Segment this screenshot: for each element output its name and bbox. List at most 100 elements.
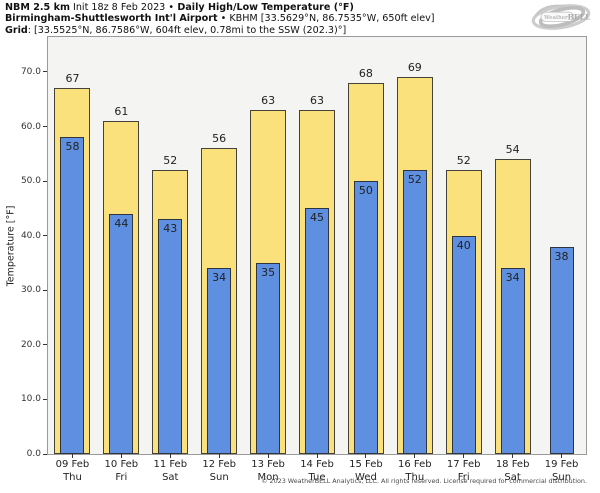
x-tick-mark bbox=[512, 454, 514, 458]
x-label-date: 17 Feb bbox=[446, 459, 481, 470]
logo-swirl-tail bbox=[535, 4, 565, 16]
x-label-day: Wed bbox=[355, 471, 377, 483]
x-label-date: 16 Feb bbox=[398, 459, 432, 470]
x-label-day: Fri bbox=[457, 471, 470, 483]
low-bar bbox=[158, 219, 183, 454]
y-tick-label: 0.0 bbox=[26, 449, 41, 459]
high-value-label: 54 bbox=[505, 143, 520, 157]
copyright-text: © 2023 WeatherBELL Analytics, LLC. All r… bbox=[261, 477, 587, 485]
x-tick-label: 09 Feb Thu bbox=[42, 459, 102, 484]
y-tick-label: 30.0 bbox=[20, 285, 41, 296]
high-value-label: 56 bbox=[212, 132, 227, 146]
x-label-day: Sun bbox=[552, 471, 572, 483]
logo-text-bell: BELL bbox=[568, 12, 592, 21]
y-tick-label: 20.0 bbox=[20, 339, 41, 350]
x-tick-label: 13 Feb Mon bbox=[238, 459, 298, 484]
low-value-label: 58 bbox=[65, 140, 80, 154]
y-tick-label: 50.0 bbox=[20, 176, 41, 187]
y-tick-label: 70.0 bbox=[20, 66, 41, 77]
x-tick-mark bbox=[218, 454, 220, 458]
low-value-label: 34 bbox=[212, 271, 227, 285]
high-value-label: 69 bbox=[407, 61, 422, 75]
low-bar bbox=[549, 246, 574, 454]
header-line-3: Grid: [33.5525°N, 86.7586°W, 604ft elev,… bbox=[5, 25, 435, 36]
grid-details: : [33.5525°N, 86.7586°W, 604ft elev, 0.7… bbox=[27, 24, 347, 36]
logo-text-weather: Weather bbox=[544, 15, 568, 21]
x-label-day: Sat bbox=[504, 471, 521, 483]
x-label-date: 09 Feb bbox=[55, 459, 90, 470]
high-value-label: 61 bbox=[114, 105, 129, 119]
x-label-day: Sun bbox=[209, 471, 229, 483]
low-bar bbox=[305, 208, 329, 454]
x-tick-mark bbox=[561, 454, 563, 458]
x-label-date: 15 Feb bbox=[349, 459, 383, 470]
high-value-label: 63 bbox=[310, 94, 324, 108]
x-label-date: 12 Feb bbox=[202, 459, 236, 470]
low-bar bbox=[353, 181, 378, 454]
separator-dot: • bbox=[168, 2, 175, 13]
low-value-label: 45 bbox=[310, 211, 324, 225]
x-tick-label: 14 Feb Tue bbox=[287, 459, 347, 484]
chart-header: NBM 2.5 km Init 18z 8 Feb 2023 • Daily H… bbox=[5, 2, 435, 36]
low-value-label: 40 bbox=[456, 238, 471, 252]
y-axis-label: Temperature [°F] bbox=[5, 205, 17, 287]
x-tick-label: 15 Feb Wed bbox=[336, 459, 396, 484]
x-tick-mark bbox=[316, 454, 318, 458]
x-tick-mark bbox=[120, 454, 122, 458]
x-label-day: Fri bbox=[115, 471, 128, 483]
y-tick-mark bbox=[43, 71, 47, 73]
x-label-day: Thu bbox=[405, 471, 425, 483]
x-label-date: 10 Feb bbox=[104, 459, 139, 470]
model-name: NBM 2.5 km bbox=[5, 2, 70, 13]
weatherbell-logo: Weather BELL bbox=[531, 4, 592, 30]
low-value-label: 35 bbox=[261, 265, 276, 279]
x-tick-label: 17 Feb Fri bbox=[434, 459, 494, 484]
logo-pill bbox=[540, 11, 575, 22]
x-label-day: Tue bbox=[308, 471, 326, 483]
header-line-2: Birmingham-Shuttlesworth Int'l Airport •… bbox=[5, 13, 435, 24]
x-tick-mark bbox=[71, 454, 73, 458]
x-tick-label: 16 Feb Thu bbox=[385, 459, 445, 484]
x-label-date: 14 Feb bbox=[300, 459, 334, 470]
low-bar bbox=[402, 170, 427, 454]
x-label-date: 13 Feb bbox=[251, 459, 285, 470]
low-value-label: 44 bbox=[114, 216, 129, 230]
x-tick-mark bbox=[463, 454, 465, 458]
y-tick-mark bbox=[43, 180, 47, 182]
high-value-label: 63 bbox=[261, 94, 276, 108]
low-value-label: 52 bbox=[407, 173, 422, 187]
high-value-label: 52 bbox=[456, 154, 471, 168]
y-tick-mark bbox=[43, 126, 47, 127]
x-tick-mark bbox=[169, 454, 171, 458]
x-label-date: 11 Feb bbox=[153, 459, 188, 470]
low-bar bbox=[451, 235, 476, 454]
low-bar bbox=[256, 262, 281, 454]
x-tick-mark bbox=[365, 454, 367, 458]
x-label-day: Sat bbox=[162, 471, 179, 483]
station-details: KBHM [33.5629°N, 86.7535°W, 650ft elev] bbox=[226, 13, 435, 25]
low-bar bbox=[500, 268, 525, 454]
logo-swirl-inner bbox=[538, 5, 586, 29]
x-tick-label: 12 Feb Sun bbox=[189, 459, 249, 484]
y-tick-label: 10.0 bbox=[20, 394, 41, 405]
x-tick-label: 10 Feb Fri bbox=[91, 459, 151, 484]
x-tick-label: 19 Feb Sun bbox=[532, 459, 592, 484]
y-tick-label: 60.0 bbox=[20, 121, 41, 132]
high-value-label: 68 bbox=[358, 66, 373, 80]
y-tick-mark bbox=[43, 398, 47, 400]
x-tick-mark bbox=[267, 454, 269, 458]
product-title: Daily High/Low Temperature (°F) bbox=[174, 2, 354, 13]
x-tick-label: 11 Feb Sat bbox=[140, 459, 200, 484]
init-time: Init 18z 8 Feb 2023 bbox=[69, 2, 169, 13]
x-label-date: 18 Feb bbox=[495, 459, 530, 470]
low-bar bbox=[207, 268, 232, 454]
station-name: Birmingham-Shuttlesworth Int'l Airport bbox=[5, 13, 218, 25]
y-tick-mark bbox=[43, 289, 47, 291]
y-tick-label: 40.0 bbox=[20, 230, 41, 241]
low-bar bbox=[109, 213, 134, 454]
x-label-day: Thu bbox=[63, 471, 82, 483]
low-value-label: 34 bbox=[505, 271, 520, 285]
high-value-label: 52 bbox=[163, 154, 178, 168]
y-tick-mark bbox=[43, 235, 47, 237]
